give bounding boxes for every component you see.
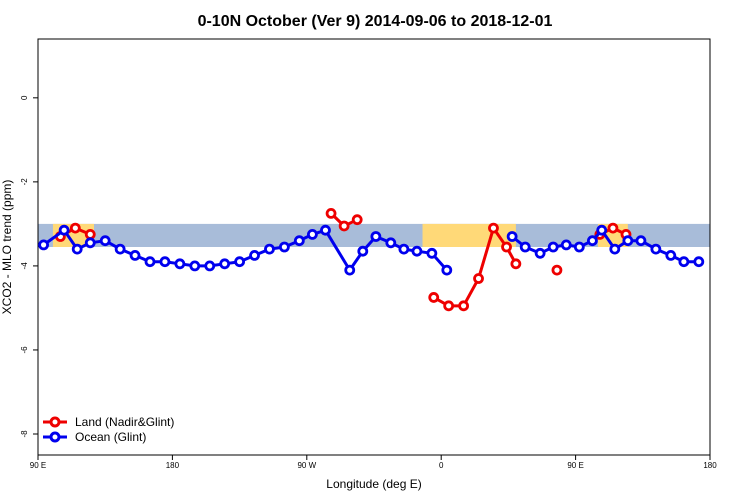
band-land-area	[422, 223, 516, 247]
x-tick-label: 180	[166, 461, 180, 470]
land-data-point	[488, 222, 499, 234]
ocean-data-point	[159, 256, 171, 268]
land-data-point	[325, 207, 337, 219]
x-tick-label: 90 E	[567, 461, 583, 470]
ocean-data-point	[174, 258, 186, 270]
ocean-data-point	[678, 256, 690, 268]
legend-ocean-label: Ocean (Glint)	[75, 430, 146, 444]
ocean-data-point	[426, 247, 438, 259]
ocean-data-point	[129, 250, 141, 261]
legend-land-label: Land (Nadir&Glint)	[75, 415, 174, 429]
x-tick-label: 90 W	[297, 461, 316, 470]
plot-frame	[37, 38, 711, 456]
ocean-data-point	[398, 243, 410, 255]
ocean-data-point	[249, 250, 260, 261]
ocean-data-point	[84, 237, 96, 249]
ocean-data-point	[293, 235, 305, 247]
ocean-data-point	[441, 264, 453, 276]
ocean-data-point	[573, 241, 585, 253]
land-data-point	[458, 300, 470, 312]
ocean-data-point	[114, 243, 126, 255]
land-data-point	[501, 241, 512, 253]
land-data-point	[473, 273, 484, 284]
legend-land-marker	[49, 416, 61, 428]
ocean-data-point	[144, 256, 156, 268]
ocean-data-point	[587, 235, 598, 247]
ocean-data-point	[219, 258, 231, 270]
x-tick-label: 90 E	[30, 461, 46, 470]
ocean-data-point	[519, 241, 531, 253]
ocean-data-point	[547, 241, 559, 253]
x-tick-label: 0	[439, 461, 444, 470]
ocean-data-point	[650, 243, 662, 255]
y-tick-label: -4	[20, 262, 29, 270]
y-axis: 0 -2 -4 -6 -8	[20, 95, 38, 438]
land-data-point	[428, 292, 440, 303]
ocean-data-point	[596, 224, 608, 236]
ocean-data-point	[506, 231, 518, 242]
land-data-point	[443, 300, 455, 312]
x-axis: 90 E 180 90 W 0 90 E 180	[30, 455, 717, 470]
ocean-data-point	[534, 247, 546, 259]
ocean-data-point	[99, 235, 111, 247]
ocean-data-point	[234, 256, 246, 268]
ocean-data-point	[204, 260, 216, 272]
land-data-point	[338, 220, 350, 232]
y-tick-label: -6	[20, 346, 29, 354]
y-axis-label: XCO2 - MLO trend (ppm)	[0, 180, 14, 315]
land-data-point	[510, 258, 522, 270]
ocean-data-point	[635, 235, 647, 247]
legend: Land (Nadir&Glint) Ocean (Glint)	[43, 415, 174, 444]
ocean-data-point	[71, 243, 83, 255]
ocean-series-line	[42, 228, 448, 272]
y-tick-label: -8	[20, 430, 29, 438]
ocean-data-point	[38, 239, 49, 251]
land-data-point	[607, 222, 619, 234]
ocean-data-point	[320, 224, 331, 236]
y-tick-label: 0	[20, 95, 29, 100]
ocean-data-point	[306, 228, 318, 240]
ocean-data-point	[370, 231, 382, 242]
legend-ocean-marker	[49, 431, 61, 443]
ocean-data-point	[693, 256, 705, 268]
chart-title: 0-10N October (Ver 9) 2014-09-06 to 2018…	[198, 13, 553, 30]
land-data-point	[69, 222, 81, 234]
ocean-data-point	[609, 243, 621, 255]
ocean-data-point	[278, 241, 290, 253]
ocean-data-point	[58, 224, 70, 236]
land-data-point	[84, 228, 96, 240]
ocean-data-point	[189, 260, 201, 272]
x-tick-label: 180	[703, 461, 717, 470]
land-data-point	[351, 214, 363, 226]
ocean-data-point	[560, 239, 572, 251]
ocean-data-point	[357, 245, 369, 257]
ocean-data-point	[385, 237, 397, 249]
ocean-data-point	[344, 264, 356, 276]
ocean-data-point	[411, 245, 423, 257]
series-layer	[38, 207, 705, 312]
land-data-point	[551, 264, 563, 276]
y-tick-label: -2	[20, 178, 29, 186]
ocean-data-point	[665, 250, 677, 261]
x-axis-label: Longitude (deg E)	[326, 477, 421, 491]
ocean-data-point	[622, 235, 634, 247]
ocean-data-point	[264, 243, 275, 255]
